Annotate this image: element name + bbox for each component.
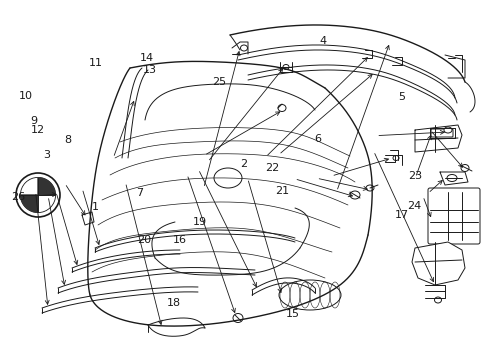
Text: 12: 12 bbox=[31, 125, 45, 135]
Polygon shape bbox=[38, 178, 55, 195]
Text: 9: 9 bbox=[31, 116, 38, 126]
Text: 16: 16 bbox=[173, 235, 187, 246]
Ellipse shape bbox=[366, 185, 374, 191]
Text: 4: 4 bbox=[320, 36, 327, 46]
Ellipse shape bbox=[444, 127, 452, 133]
Ellipse shape bbox=[435, 297, 441, 303]
Text: 25: 25 bbox=[213, 77, 226, 87]
FancyBboxPatch shape bbox=[428, 188, 480, 244]
FancyBboxPatch shape bbox=[431, 129, 453, 137]
Text: 24: 24 bbox=[407, 201, 421, 211]
Ellipse shape bbox=[278, 104, 286, 112]
Ellipse shape bbox=[393, 156, 399, 161]
Text: 26: 26 bbox=[12, 192, 25, 202]
Ellipse shape bbox=[233, 314, 243, 323]
Polygon shape bbox=[21, 195, 38, 212]
Text: 5: 5 bbox=[398, 92, 405, 102]
Text: 19: 19 bbox=[193, 217, 207, 228]
Text: 13: 13 bbox=[143, 65, 156, 75]
Text: 10: 10 bbox=[19, 91, 32, 102]
Circle shape bbox=[16, 173, 60, 217]
Text: 2: 2 bbox=[241, 159, 247, 169]
Ellipse shape bbox=[461, 165, 469, 171]
Ellipse shape bbox=[350, 191, 360, 199]
Text: 21: 21 bbox=[275, 186, 289, 196]
Text: 11: 11 bbox=[89, 58, 102, 68]
Text: 20: 20 bbox=[138, 235, 151, 246]
Text: 3: 3 bbox=[43, 150, 50, 160]
Ellipse shape bbox=[447, 175, 457, 181]
Text: 15: 15 bbox=[286, 309, 300, 319]
Text: 6: 6 bbox=[314, 134, 321, 144]
Text: 8: 8 bbox=[64, 135, 71, 145]
Text: 22: 22 bbox=[265, 163, 279, 174]
Text: 23: 23 bbox=[409, 171, 422, 181]
Polygon shape bbox=[412, 242, 465, 285]
Ellipse shape bbox=[279, 280, 341, 310]
Circle shape bbox=[21, 177, 55, 213]
Text: 1: 1 bbox=[92, 202, 99, 212]
Ellipse shape bbox=[214, 168, 242, 188]
Text: 18: 18 bbox=[167, 298, 181, 308]
Text: 17: 17 bbox=[395, 210, 409, 220]
Ellipse shape bbox=[283, 64, 289, 69]
Text: 14: 14 bbox=[140, 53, 154, 63]
Ellipse shape bbox=[241, 45, 247, 51]
Text: 7: 7 bbox=[136, 188, 143, 198]
